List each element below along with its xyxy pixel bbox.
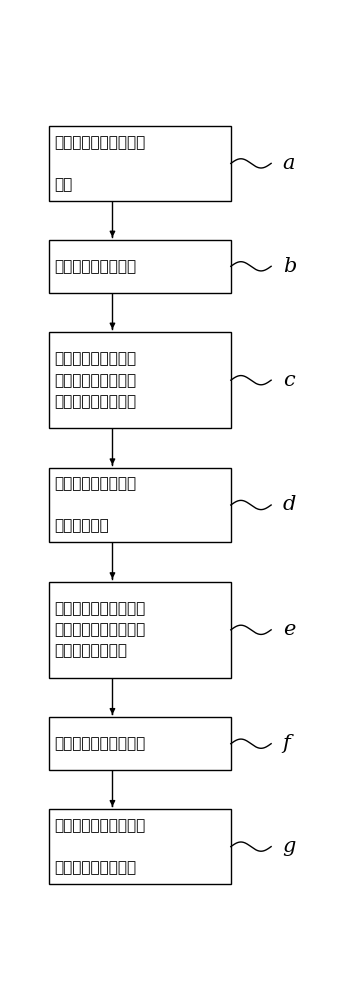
- Text: d: d: [283, 495, 296, 514]
- Bar: [49, 582, 231, 678]
- Text: 输送涂料，电抗器进行: 输送涂料，电抗器进行: [54, 622, 146, 637]
- Text: 电抗器悬挂输送装置: 电抗器悬挂输送装置: [54, 259, 136, 274]
- Bar: [49, 468, 231, 542]
- Text: 电抗器浸涂余漆的去除: 电抗器浸涂余漆的去除: [54, 736, 146, 751]
- Bar: [49, 332, 231, 428]
- Bar: [49, 126, 231, 201]
- Text: a: a: [283, 154, 295, 173]
- Text: c: c: [283, 371, 294, 390]
- Text: 启动循环搅拌装置并: 启动循环搅拌装置并: [54, 351, 136, 366]
- Text: b: b: [283, 257, 296, 276]
- Text: 浸涂槽内涂料浸涂: 浸涂槽内涂料浸涂: [54, 644, 127, 659]
- Text: f: f: [283, 734, 290, 753]
- Text: 启动槽边通风装置及: 启动槽边通风装置及: [54, 477, 136, 492]
- Text: e: e: [283, 620, 295, 639]
- Text: 的涂层进行质量检查: 的涂层进行质量检查: [54, 860, 136, 875]
- Text: 浸涂完成对电抗器表面: 浸涂完成对电抗器表面: [54, 818, 146, 833]
- Text: g: g: [283, 837, 296, 856]
- Text: 通过悬挂输送装置将: 通过悬挂输送装置将: [54, 373, 136, 388]
- Text: 温度控制装置: 温度控制装置: [54, 518, 109, 533]
- Bar: [49, 240, 231, 293]
- Text: 电抗器输送到浸涂槽: 电抗器输送到浸涂槽: [54, 394, 136, 409]
- Bar: [49, 809, 231, 884]
- Text: 打开控制阀门对浸涂槽: 打开控制阀门对浸涂槽: [54, 601, 146, 616]
- Text: 投料: 投料: [54, 177, 72, 192]
- Bar: [49, 717, 231, 770]
- Text: 贮料槽内涂料和溶剂的: 贮料槽内涂料和溶剂的: [54, 135, 146, 150]
